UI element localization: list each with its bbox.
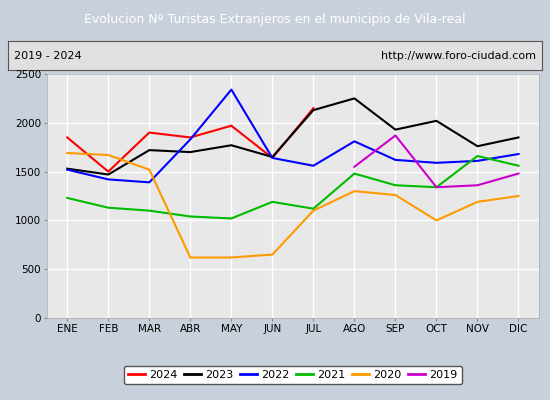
Legend: 2024, 2023, 2022, 2021, 2020, 2019: 2024, 2023, 2022, 2021, 2020, 2019	[124, 366, 462, 384]
Text: http://www.foro-ciudad.com: http://www.foro-ciudad.com	[381, 51, 536, 61]
Text: Evolucion Nº Turistas Extranjeros en el municipio de Vila-real: Evolucion Nº Turistas Extranjeros en el …	[84, 14, 466, 26]
Text: 2019 - 2024: 2019 - 2024	[14, 51, 81, 61]
